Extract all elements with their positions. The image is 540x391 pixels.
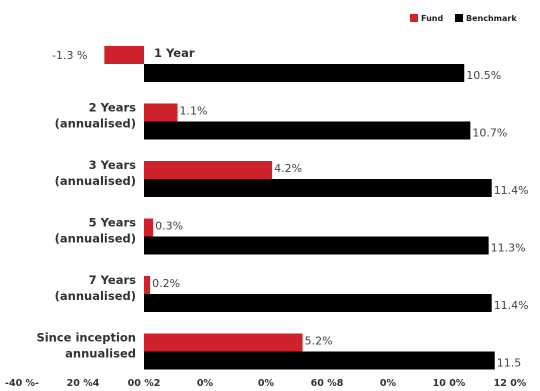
- x-tick-label: 60 %8: [311, 378, 344, 389]
- bar-fund: [104, 46, 144, 64]
- bar-fund: [144, 103, 178, 122]
- bar-fund: [144, 218, 154, 237]
- x-tick-label: 12 0%: [494, 378, 527, 389]
- x-tick-label: 10 0%: [433, 378, 466, 389]
- data-label-benchmark: 11.3%: [491, 242, 526, 255]
- x-tick-label: 20 %4: [67, 378, 100, 389]
- bar-benchmark: [144, 236, 489, 255]
- data-label-fund: 5.2%: [305, 335, 333, 348]
- bar-benchmark: [144, 179, 492, 197]
- data-label-benchmark: 11.5: [497, 357, 522, 370]
- data-label-fund: -1.3 %: [52, 49, 87, 62]
- x-tick-label: 0%: [380, 378, 397, 389]
- data-label-benchmark: 10.7%: [472, 127, 507, 140]
- category-label: Since inception annualised: [36, 331, 136, 361]
- bar-fund: [144, 161, 273, 179]
- bar-benchmark: [144, 351, 495, 370]
- data-label-fund: 1.1%: [180, 105, 208, 118]
- x-tick-label: 0%: [197, 378, 214, 389]
- legend-swatch-benchmark: [455, 14, 463, 22]
- data-label-benchmark: 10.5%: [466, 69, 501, 82]
- legend-swatch-fund: [410, 14, 418, 22]
- bar-fund: [144, 333, 303, 352]
- category-label: 1 Year: [154, 46, 195, 60]
- category-label: 3 Years (annualised): [55, 158, 137, 188]
- bar-benchmark: [144, 294, 492, 312]
- category-label: 2 Years (annualised): [55, 101, 137, 131]
- data-label-benchmark: 11.4%: [494, 299, 529, 312]
- data-label-benchmark: 11.4%: [494, 184, 529, 197]
- x-tick-label: -40 %-: [5, 378, 39, 389]
- data-label-fund: 0.2%: [152, 277, 180, 290]
- x-tick-label: 0%: [258, 378, 275, 389]
- category-label: 7 Years (annualised): [55, 273, 137, 303]
- legend-label-fund: Fund: [421, 14, 443, 23]
- bar-benchmark: [144, 64, 465, 82]
- bar-benchmark: [144, 121, 471, 140]
- category-label: 5 Years (annualised): [55, 216, 137, 246]
- data-label-fund: 4.2%: [274, 162, 302, 175]
- bar-fund: [144, 276, 151, 294]
- x-tick-label: 00 %2: [128, 378, 161, 389]
- data-label-fund: 0.3%: [155, 220, 183, 233]
- legend-label-benchmark: Benchmark: [466, 14, 517, 23]
